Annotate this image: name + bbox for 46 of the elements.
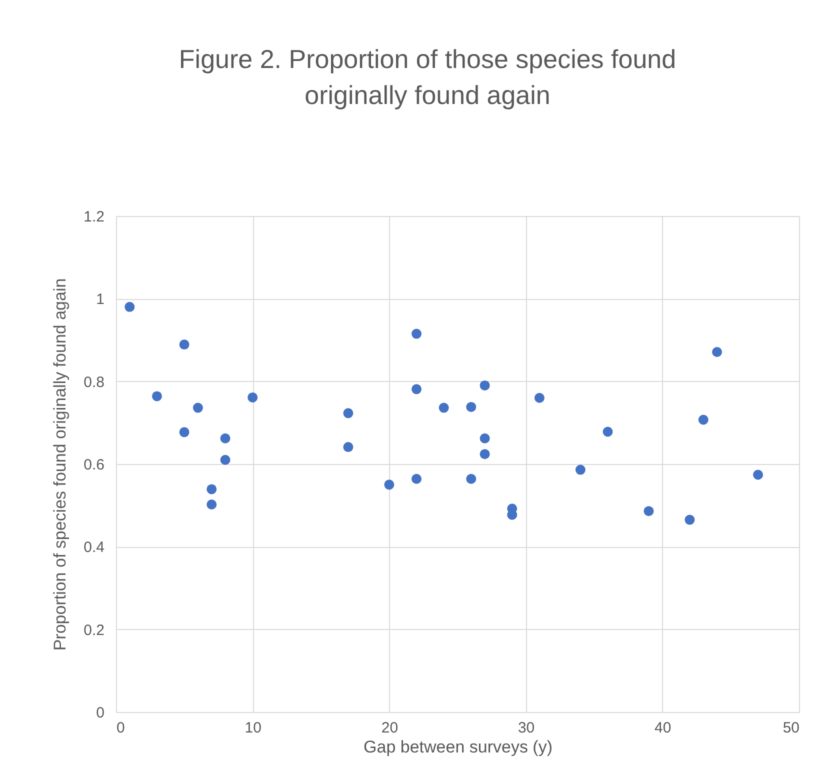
point: [480, 433, 490, 444]
point: [179, 427, 190, 438]
point: [220, 454, 230, 465]
x-tick-label: 50: [782, 720, 800, 736]
point: [480, 380, 490, 390]
point: [438, 402, 449, 413]
point: [534, 392, 544, 403]
chart-title: Figure 2. Proportion of those species found originally found again: [178, 44, 676, 110]
point: [753, 470, 764, 480]
x-tick-label: 30: [518, 720, 535, 736]
point: [575, 464, 586, 475]
x-tick-label: 40: [654, 720, 672, 736]
point: [684, 514, 695, 525]
point: [124, 302, 135, 312]
point: [343, 408, 354, 418]
point: [206, 484, 217, 494]
point: [192, 402, 203, 413]
point: [412, 328, 422, 339]
point: [152, 391, 162, 402]
point: [712, 346, 722, 357]
y-axis-title: Proportion of species found originally found again: [50, 278, 70, 651]
x-axis-title: Gap between surveys (y): [364, 738, 552, 756]
y-tick-label: 0.4: [84, 539, 104, 556]
point: [480, 449, 490, 460]
y-tick-label: 1: [96, 291, 104, 308]
point: [698, 414, 708, 425]
x-tick-label: 20: [381, 720, 398, 736]
point: [179, 340, 190, 350]
point: [248, 392, 258, 402]
y-tick-label: 0: [96, 704, 104, 722]
point: [412, 384, 422, 394]
y-tick-label: 1.2: [84, 208, 104, 226]
point: [644, 506, 654, 516]
point: [220, 433, 230, 444]
point: [466, 474, 476, 484]
x-tick-label: 0: [116, 720, 125, 736]
y-tick-label: 0.8: [84, 374, 104, 391]
point: [206, 500, 217, 510]
point: [343, 442, 354, 452]
y-tick-label: 0.6: [84, 456, 104, 474]
x-tick-label: 10: [244, 720, 262, 736]
point: [602, 426, 613, 437]
y-tick-label: 0.2: [84, 622, 104, 639]
point: [466, 402, 476, 412]
point: [412, 474, 422, 484]
point: [384, 480, 394, 490]
